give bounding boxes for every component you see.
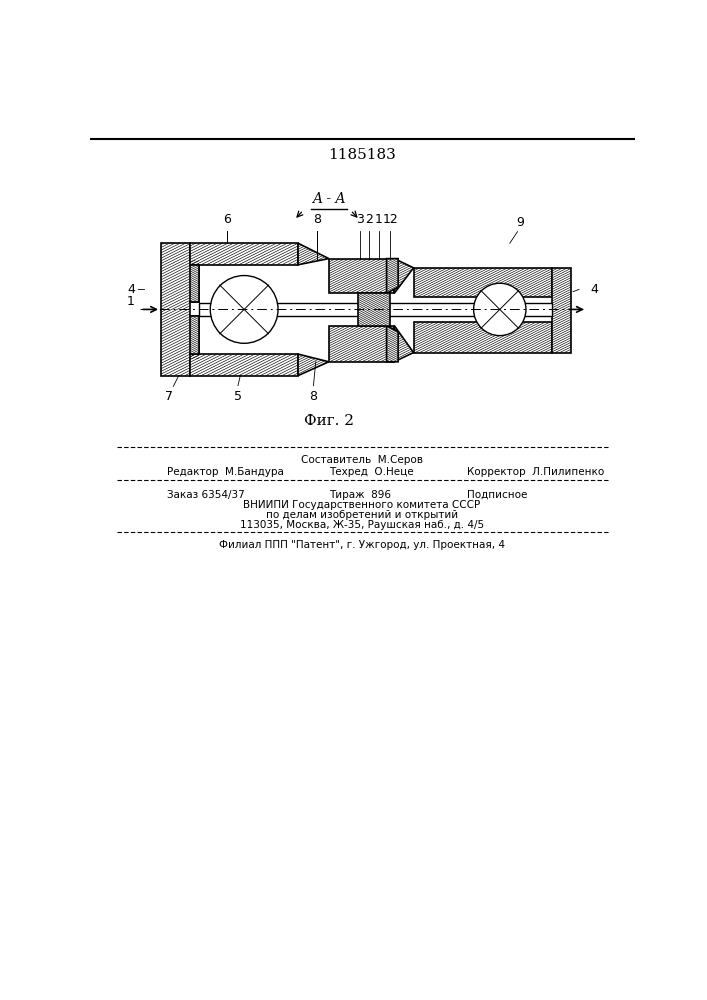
Polygon shape xyxy=(199,303,552,316)
Polygon shape xyxy=(190,265,199,302)
Text: 113035, Москва, Ж-35, Раушская наб., д. 4/5: 113035, Москва, Ж-35, Раушская наб., д. … xyxy=(240,520,484,530)
Text: 8: 8 xyxy=(313,213,321,226)
Text: 12: 12 xyxy=(382,213,398,226)
Text: Составитель  М.Серов: Составитель М.Серов xyxy=(301,455,423,465)
Text: по делам изобретений и открытий: по делам изобретений и открытий xyxy=(266,510,458,520)
Polygon shape xyxy=(387,259,398,293)
Polygon shape xyxy=(395,326,414,362)
Text: 3: 3 xyxy=(356,213,363,226)
Polygon shape xyxy=(414,322,552,353)
Text: ВНИИПИ Государственного комитета СССР: ВНИИПИ Государственного комитета СССР xyxy=(243,500,481,510)
Polygon shape xyxy=(329,326,395,362)
Text: Корректор  Л.Пилипенко: Корректор Л.Пилипенко xyxy=(467,467,604,477)
Polygon shape xyxy=(190,354,298,376)
Polygon shape xyxy=(190,316,199,354)
Text: Заказ 6354/37: Заказ 6354/37 xyxy=(167,490,245,500)
Circle shape xyxy=(474,283,526,336)
Text: 5: 5 xyxy=(234,389,242,402)
Polygon shape xyxy=(387,326,398,362)
Text: 4: 4 xyxy=(127,283,135,296)
Polygon shape xyxy=(298,354,329,376)
Text: 2: 2 xyxy=(365,213,373,226)
Polygon shape xyxy=(161,243,199,376)
Text: A - A: A - A xyxy=(312,192,346,206)
Text: Редактор  М.Бандура: Редактор М.Бандура xyxy=(167,467,284,477)
Text: 7: 7 xyxy=(165,389,173,402)
Text: 1185183: 1185183 xyxy=(328,148,396,162)
Text: 1: 1 xyxy=(375,213,382,226)
Text: 8: 8 xyxy=(310,389,317,402)
Polygon shape xyxy=(395,259,414,293)
Text: Филиал ППП "Патент", г. Ужгород, ул. Проектная, 4: Филиал ППП "Патент", г. Ужгород, ул. Про… xyxy=(219,540,505,550)
Text: Тираж  896: Тираж 896 xyxy=(329,490,391,500)
Text: Подписное: Подписное xyxy=(467,490,528,500)
Polygon shape xyxy=(329,259,395,293)
Polygon shape xyxy=(190,243,298,265)
Text: Техред  О.Неце: Техред О.Неце xyxy=(329,467,414,477)
Text: 9: 9 xyxy=(516,216,524,229)
Text: 4: 4 xyxy=(590,283,599,296)
Polygon shape xyxy=(298,243,329,265)
Polygon shape xyxy=(552,268,571,353)
Text: 6: 6 xyxy=(223,213,231,226)
Polygon shape xyxy=(358,293,390,326)
Circle shape xyxy=(210,276,278,343)
Text: Фиг. 2: Фиг. 2 xyxy=(304,414,354,428)
Text: 1: 1 xyxy=(127,295,135,308)
Polygon shape xyxy=(414,268,552,297)
